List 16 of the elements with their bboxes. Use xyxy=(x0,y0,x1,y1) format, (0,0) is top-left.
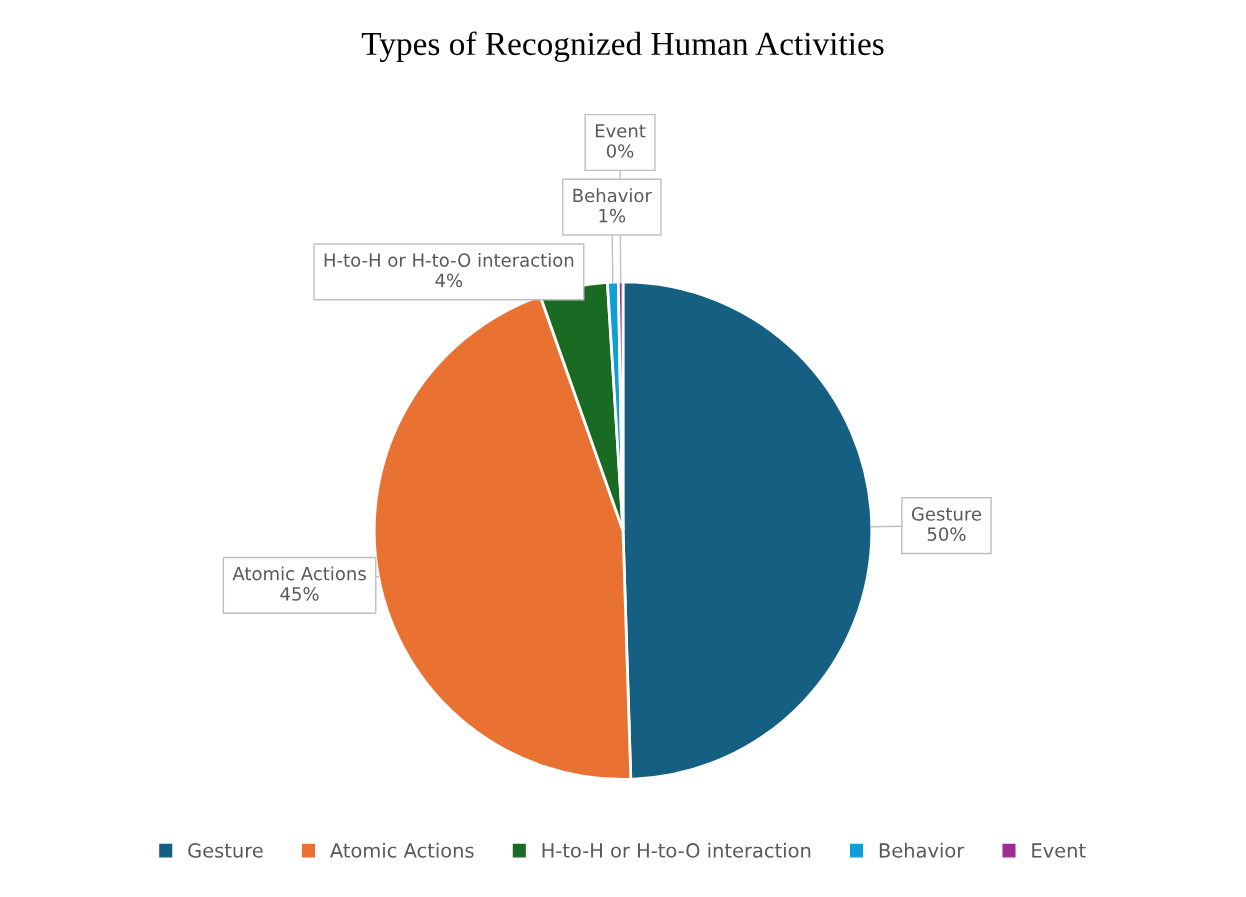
slice-label: Atomic Actions xyxy=(232,566,366,581)
legend-label: Gesture xyxy=(188,843,263,858)
legend-label: Behavior xyxy=(879,842,965,858)
data-label: 1% xyxy=(599,208,626,223)
data-label: 50% xyxy=(927,527,966,541)
legend-label: Atomic Actions xyxy=(330,842,474,858)
legend-label: Event xyxy=(1032,843,1086,858)
slice-label: Behavior xyxy=(573,188,652,203)
slice-label: H-to-H or H-to-O interaction xyxy=(324,253,574,267)
data-label: 0% xyxy=(606,144,634,158)
legend-label: H-to-H or H-to-O interaction xyxy=(542,842,811,858)
data-label: 45% xyxy=(280,587,319,601)
chart-title: Types of Recognized Human Activities xyxy=(361,31,884,63)
slice-label: Event xyxy=(595,124,646,138)
slice-label: Gesture xyxy=(911,507,982,521)
data-label: 4% xyxy=(435,273,463,288)
